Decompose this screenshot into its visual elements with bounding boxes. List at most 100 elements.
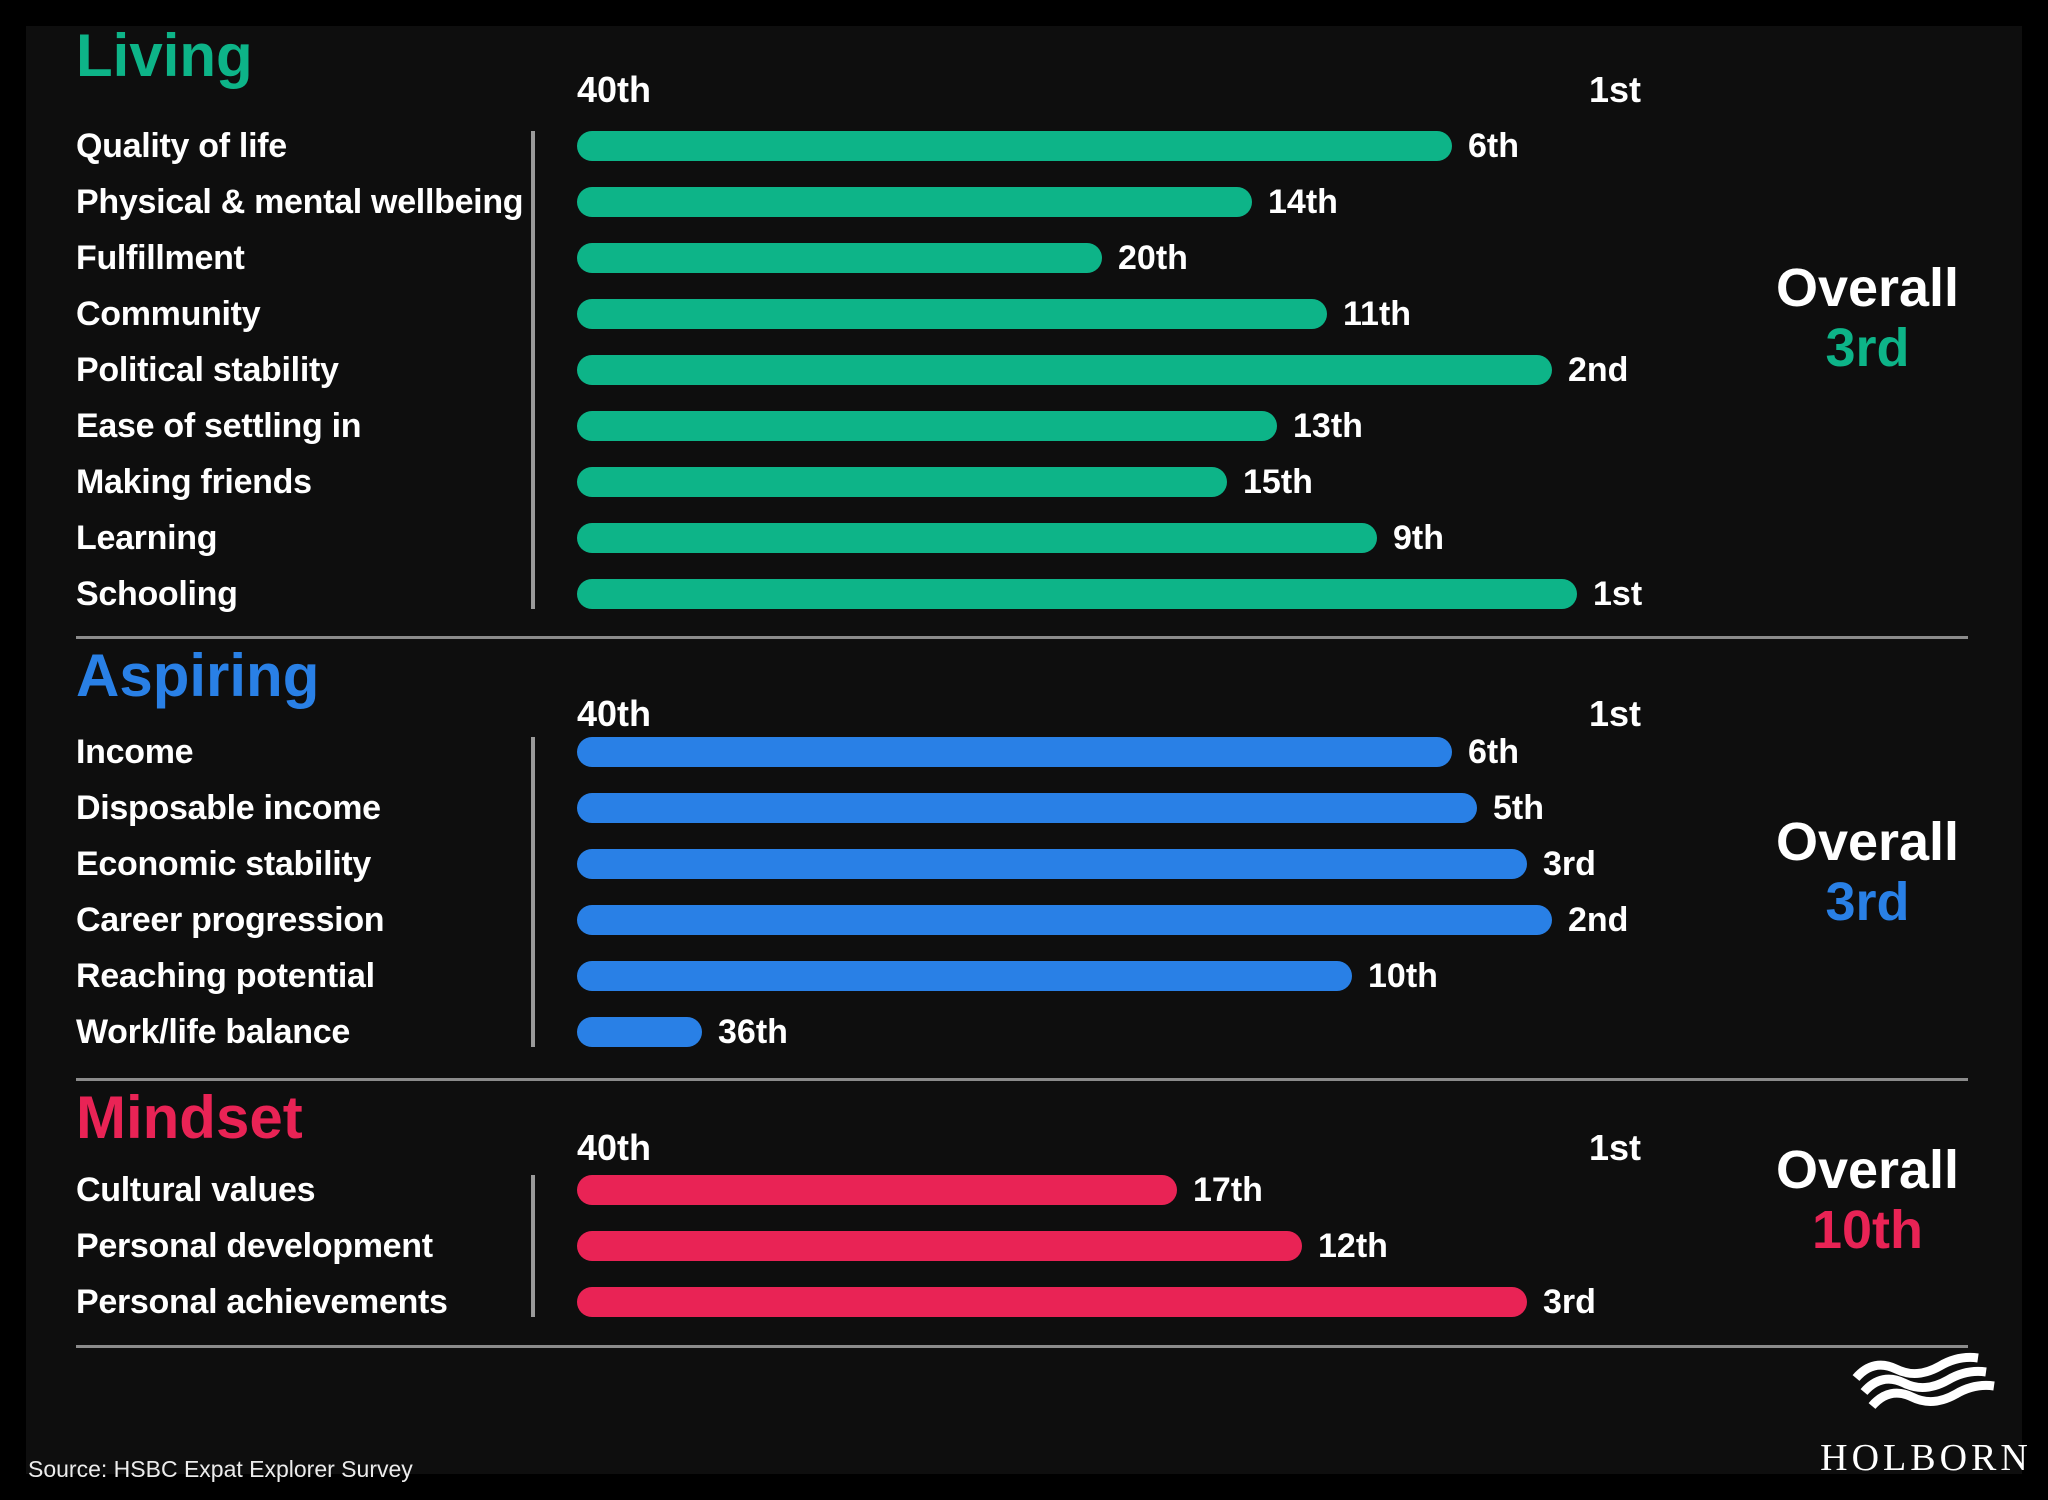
bar-track: 5th [577, 789, 1577, 828]
row-label: Community [76, 294, 261, 333]
table-row: Learning 9th [76, 510, 1836, 566]
overall-badge-aspiring: Overall 3rd [1695, 812, 2040, 932]
holborn-logo-text: HOLBORN [1820, 1437, 2032, 1479]
rank-label: 6th [1468, 126, 1519, 165]
overall-label: Overall [1775, 258, 1960, 318]
rank-label: 17th [1193, 1170, 1263, 1209]
axis-header-mindset: 40th 1st [0, 1128, 2048, 1168]
section-divider [76, 1078, 1968, 1081]
bar-track: 36th [577, 1013, 1577, 1052]
row-label: Reaching potential [76, 956, 375, 995]
rank-label: 11th [1343, 294, 1412, 333]
section-title-living: Living [76, 22, 253, 89]
row-label: Personal development [76, 1226, 433, 1265]
rank-bar [577, 737, 1452, 767]
table-row: Income 6th [76, 724, 1836, 780]
table-row: Ease of settling in 13th [76, 398, 1836, 454]
table-row: Work/life balance 36th [76, 1004, 1836, 1060]
axis-baseline-living [531, 131, 535, 609]
table-row: Schooling 1st [76, 566, 1836, 622]
rank-label: 3rd [1543, 1282, 1596, 1321]
table-row: Disposable income 5th [76, 780, 1836, 836]
bar-track: 6th [577, 733, 1577, 772]
rank-bar [577, 1017, 702, 1047]
rank-bar [577, 1287, 1527, 1317]
row-label: Economic stability [76, 844, 372, 883]
rank-label: 2nd [1568, 900, 1629, 939]
row-label: Learning [76, 518, 218, 557]
rank-bar [577, 243, 1102, 273]
axis-header-aspiring: 40th 1st [0, 694, 2048, 734]
waves-icon [1846, 1346, 2004, 1439]
section-title-aspiring: Aspiring [76, 642, 320, 709]
rank-bar [577, 299, 1327, 329]
section-divider [76, 1345, 1968, 1348]
bar-track: 2nd [577, 901, 1628, 940]
row-label: Ease of settling in [76, 406, 362, 445]
section-divider [76, 636, 1968, 639]
rank-label: 14th [1268, 182, 1338, 221]
rank-bar [577, 1231, 1302, 1261]
source-note: Source: HSBC Expat Explorer Survey [28, 1456, 413, 1482]
table-row: Physical & mental wellbeing 14th [76, 174, 1836, 230]
rank-bar [577, 849, 1527, 879]
rank-label: 15th [1243, 462, 1313, 501]
row-label: Income [76, 732, 194, 771]
rank-label: 10th [1368, 956, 1438, 995]
mindset-rows: Cultural values 17th Personal developmen… [76, 1162, 1836, 1330]
row-label: Schooling [76, 574, 238, 613]
aspiring-rows: Income 6th Disposable income 5th Economi… [76, 724, 1836, 1060]
overall-badge-mindset: Overall 10th [1695, 1140, 2040, 1260]
rank-label: 13th [1293, 406, 1363, 445]
table-row: Economic stability 3rd [76, 836, 1836, 892]
bar-track: 6th [577, 127, 1577, 166]
row-label: Personal achievements [76, 1282, 448, 1321]
overall-badge-living: Overall 3rd [1695, 258, 2040, 378]
row-label: Disposable income [76, 788, 381, 827]
axis-40th-label: 40th [577, 693, 652, 734]
rank-label: 2nd [1568, 350, 1629, 389]
rank-bar [577, 411, 1277, 441]
bar-track: 2nd [577, 351, 1628, 390]
row-label: Work/life balance [76, 1012, 350, 1051]
rank-bar [577, 793, 1477, 823]
row-label: Political stability [76, 350, 339, 389]
row-label: Physical & mental wellbeing [76, 182, 524, 221]
axis-baseline-aspiring [531, 737, 535, 1047]
axis-1st-label: 1st [1589, 69, 1642, 110]
overall-label: Overall [1775, 1140, 1960, 1200]
table-row: Cultural values 17th [76, 1162, 1836, 1218]
bar-track: 17th [577, 1171, 1577, 1210]
table-row: Reaching potential 10th [76, 948, 1836, 1004]
table-row: Personal development 12th [76, 1218, 1836, 1274]
rank-label: 3rd [1543, 844, 1596, 883]
rank-bar [577, 905, 1552, 935]
rank-label: 36th [718, 1012, 788, 1051]
bar-track: 14th [577, 183, 1577, 222]
row-label: Career progression [76, 900, 385, 939]
bar-track: 3rd [577, 1283, 1596, 1322]
table-row: Making friends 15th [76, 454, 1836, 510]
table-row: Career progression 2nd [76, 892, 1836, 948]
bar-track: 9th [577, 519, 1577, 558]
rank-label: 9th [1393, 518, 1444, 557]
rank-bar [577, 961, 1352, 991]
axis-1st-label: 1st [1589, 1127, 1642, 1168]
section-title-mindset: Mindset [76, 1084, 303, 1151]
bar-track: 20th [577, 239, 1577, 278]
rank-bar [577, 187, 1252, 217]
row-label: Cultural values [76, 1170, 316, 1209]
overall-label: Overall [1775, 812, 1960, 872]
rank-label: 6th [1468, 732, 1519, 771]
table-row: Quality of life 6th [76, 118, 1836, 174]
rank-label: 1st [1593, 574, 1643, 613]
bar-track: 1st [577, 575, 1642, 614]
table-row: Personal achievements 3rd [76, 1274, 1836, 1330]
axis-40th-label: 40th [577, 1127, 652, 1168]
rank-label: 12th [1318, 1226, 1388, 1265]
row-label: Fulfillment [76, 238, 245, 277]
rank-bar [577, 131, 1452, 161]
axis-1st-label: 1st [1589, 693, 1642, 734]
bar-track: 12th [577, 1227, 1577, 1266]
